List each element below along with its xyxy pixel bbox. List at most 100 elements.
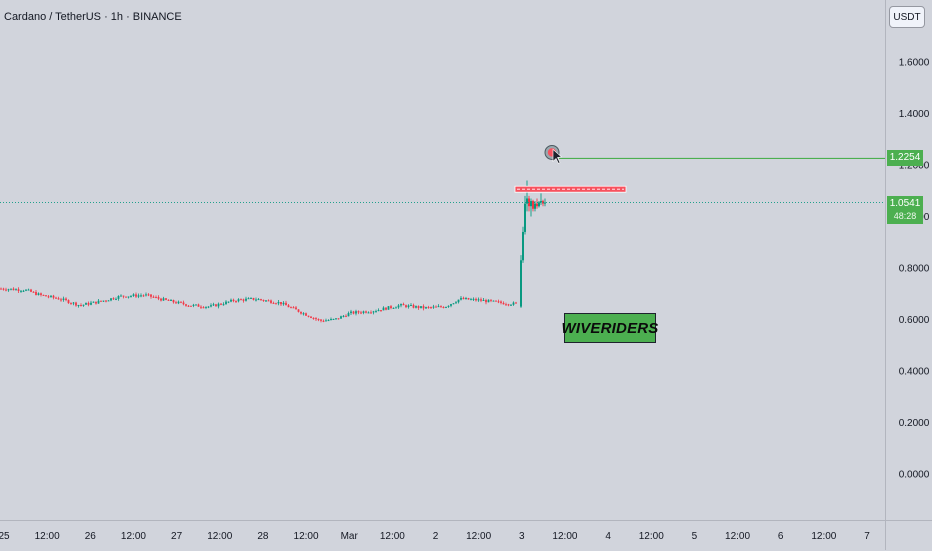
candle — [107, 300, 110, 302]
candle — [27, 289, 30, 291]
candle — [285, 302, 287, 306]
candle — [17, 289, 20, 291]
candle — [415, 306, 417, 308]
candle — [20, 290, 22, 292]
candles-layer — [0, 180, 546, 323]
candle — [77, 305, 80, 307]
candle — [455, 302, 457, 304]
candle — [480, 299, 482, 301]
candle — [132, 294, 135, 296]
candle — [277, 302, 280, 304]
candle — [142, 295, 145, 297]
spike-candle — [524, 203, 526, 232]
candle — [502, 302, 505, 305]
time-tick-label: 12:00 — [207, 531, 232, 542]
candle — [390, 306, 392, 309]
time-tick-label: 4 — [605, 531, 611, 542]
candle — [305, 313, 307, 316]
candle — [67, 300, 70, 304]
spike-candle — [522, 231, 524, 261]
bar-countdown: 48:28 — [893, 210, 917, 221]
candle — [7, 289, 10, 291]
price-axis[interactable]: 0.00000.20000.40000.60000.80001.00001.20… — [885, 0, 932, 520]
candle — [282, 302, 285, 305]
time-tick-label: 5 — [692, 531, 698, 542]
candle — [65, 298, 67, 301]
spike-candle — [530, 201, 532, 207]
candle — [240, 299, 242, 301]
candle — [510, 304, 512, 306]
candle — [425, 307, 427, 309]
spike-candle — [536, 203, 538, 207]
time-axis[interactable]: 25 12:00 26 12:00 27 12:00 28 12:00 Mar 12:00 2 12:… — [0, 521, 885, 551]
candle — [117, 295, 120, 299]
time-tick-label: 12:00 — [639, 531, 664, 542]
candle — [37, 293, 40, 295]
time-tick-label: 12:00 — [380, 531, 405, 542]
candle — [422, 306, 425, 309]
candle — [90, 302, 92, 305]
candle — [57, 298, 60, 300]
time-tick-label: 12:00 — [466, 531, 491, 542]
symbol-title[interactable]: Cardano / TetherUS · 1h · BINANCE — [4, 11, 182, 23]
target-price-label: 1.2254 — [889, 152, 921, 164]
candle — [485, 300, 487, 303]
candle — [465, 298, 467, 300]
candle — [367, 312, 370, 314]
candle — [472, 298, 475, 300]
candle — [5, 289, 7, 291]
candle — [330, 318, 332, 321]
candle — [12, 288, 15, 291]
candle — [290, 307, 292, 309]
candle — [462, 297, 465, 300]
candle — [160, 298, 162, 301]
candle — [512, 302, 515, 305]
candle — [452, 303, 455, 305]
candle — [200, 306, 202, 308]
candle — [80, 305, 82, 307]
candle — [250, 297, 252, 299]
candle — [435, 306, 437, 308]
candle — [230, 299, 232, 302]
candle — [217, 303, 220, 307]
candle — [15, 289, 17, 291]
candle — [317, 319, 320, 321]
candle — [10, 288, 12, 290]
candle — [460, 297, 462, 300]
candle — [432, 306, 435, 308]
candle — [227, 301, 230, 303]
candle — [492, 300, 495, 302]
candle — [287, 305, 290, 308]
candle — [327, 320, 330, 322]
candle — [202, 307, 205, 309]
candle — [370, 312, 372, 314]
spike-candle — [532, 201, 534, 209]
candle — [482, 300, 485, 302]
time-tick-label: 12:00 — [725, 531, 750, 542]
arrow-cursor-icon — [552, 148, 563, 164]
candle — [490, 299, 492, 301]
spike-candle — [540, 201, 542, 203]
candle — [345, 315, 347, 317]
candle — [257, 299, 260, 301]
spike-candle — [520, 260, 522, 307]
candle — [335, 318, 337, 320]
price-chart[interactable] — [0, 0, 885, 520]
candle — [2, 288, 5, 290]
candle — [310, 316, 312, 318]
candle — [85, 302, 87, 305]
current-price-tag: 1.0541 48:28 — [887, 195, 923, 224]
candle — [92, 301, 95, 303]
candle — [145, 294, 147, 296]
candle — [242, 299, 245, 301]
candle — [225, 301, 227, 305]
candle — [477, 299, 480, 301]
candle — [397, 305, 400, 308]
currency-button[interactable]: USDT — [889, 6, 925, 28]
candle — [515, 302, 517, 304]
candle — [360, 312, 362, 314]
candle — [25, 289, 27, 291]
candle — [210, 305, 212, 307]
time-tick-label: Mar — [341, 531, 359, 542]
candle — [505, 304, 507, 306]
